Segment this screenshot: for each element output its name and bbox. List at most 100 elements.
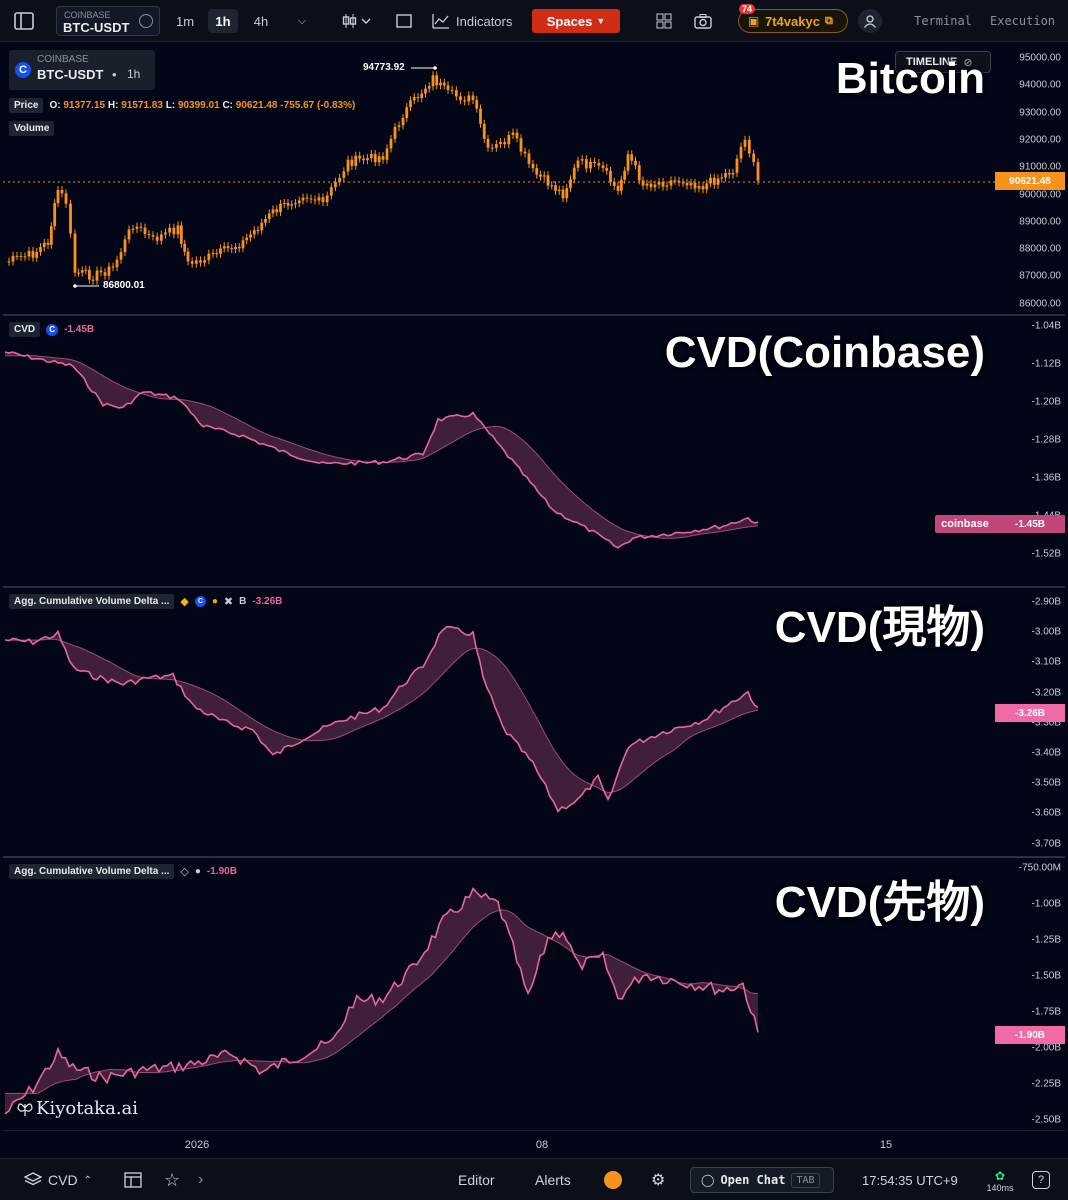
cvd-futures-axis[interactable]: -750.00M -1.00B -1.25B -1.50B -1.75B -2.00B -2… [995,858,1065,1130]
indicators-label: Indicators [456,13,513,29]
price-label[interactable]: Price [9,98,44,113]
globe-icon [139,14,153,28]
timeline-toggle-button[interactable]: TIMELINE ⊘ [895,51,991,73]
chart-type-button[interactable] [336,9,376,33]
alerts-button[interactable]: Alerts [535,1172,571,1188]
candle-body [507,135,511,145]
editor-button[interactable]: Editor [458,1172,495,1188]
candle-body [267,213,271,219]
candle-body [385,148,389,160]
pane-exchange: COINBASE [37,54,89,65]
candle-body [215,253,219,255]
time-label-08: 08 [535,1139,549,1151]
screenshot-button[interactable] [690,9,716,33]
interval-1h-button[interactable]: 1h [208,9,238,33]
candle-body [366,158,369,161]
candle-body [743,139,747,147]
pane-pair: BTC-USDT [37,67,104,82]
candle-body [641,180,645,186]
axis-tick: -1.36B [1031,472,1061,484]
user-account-button[interactable]: 74 ▣ 7t4vakyc ⧉ [738,4,848,33]
candle-body [739,146,743,159]
interval-4h-button[interactable]: 4h [253,13,269,29]
candle-body [354,155,358,166]
candle-body [373,153,377,163]
candle-body [720,177,724,179]
candle-body [630,154,634,161]
cvd-ma-band [5,352,758,548]
profile-button[interactable] [858,9,882,33]
candle-body [362,158,365,161]
axis-tick: -3.70B [1031,838,1061,850]
chat-bubble-icon: ◯ [701,1173,715,1187]
help-button[interactable]: ? [1032,1159,1050,1200]
candle-body [593,161,597,164]
axis-tick: -3.00B [1031,626,1061,638]
execution-tab[interactable]: Execution [990,14,1056,28]
copy-icon: ⧉ [824,14,833,27]
candle-body [482,123,486,139]
candle-body [716,178,720,185]
cvd-coinbase-axis[interactable]: -1.04B-1.12B-1.20B-1.28B-1.36B-1.44B-1.5… [995,316,1065,586]
candle-body [313,199,317,201]
layout-selector[interactable]: CVD ⌃ [24,1159,92,1200]
axis-tick: -3.60B [1031,807,1061,819]
price-axis[interactable]: 95000.00 94000.00 93000.00 92000.00 91000.00… [995,44,1065,314]
candle-body [77,272,80,274]
interval-dropdown-chevron-icon[interactable]: ⌵ [297,14,307,27]
settings-gear-icon[interactable]: ⚙ [651,1172,666,1189]
pane-divider[interactable] [3,314,1065,316]
status-indicator[interactable] [604,1159,622,1200]
candle-body [234,246,237,250]
cvd-coinbase-title: CVD(Coinbase) [664,328,985,377]
latency-indicator[interactable]: ✿ 140ms [984,1165,1016,1197]
agg-cvd-legend-label[interactable]: Agg. Cumulative Volume Delta ... [9,864,175,879]
candle-body [605,168,609,171]
candle-body [450,89,454,91]
symbol-info-box[interactable]: C COINBASE BTC-USDT • 1h [9,50,155,90]
cvd-spot-axis[interactable]: -2.90B -3.00B -3.10B -3.20B -3.30B -3.40B -3.5… [995,588,1065,856]
candle-body [230,248,234,250]
cvd-legend-label[interactable]: CVD [9,322,41,337]
volume-label[interactable]: Volume [9,121,55,136]
chevron-up-icon: ⌃ [83,1174,92,1186]
indicators-button[interactable]: Indicators [432,9,522,33]
clock[interactable]: 17:54:35 UTC+9 [862,1172,958,1188]
cvd-coinbase-last-tag: -1.45B [995,515,1065,533]
candle-body [53,203,57,227]
layout-panel-button[interactable] [124,1159,142,1200]
candle-body [15,255,19,257]
axis-tick: -1.25B [1031,934,1061,946]
chevron-right-icon[interactable]: › [198,1171,204,1188]
pane-divider[interactable] [3,856,1065,858]
latency-value: 140ms [986,1183,1014,1193]
interval-1m-button[interactable]: 1m [175,13,195,29]
pane-interval: 1h [127,67,141,81]
axis-tick: 87000.00 [1019,270,1061,282]
time-axis[interactable]: 2026 08 15 [3,1130,1065,1158]
price-chart-pane[interactable]: C COINBASE BTC-USDT • 1h Price O: 91377.… [3,44,995,314]
layout-button[interactable] [392,9,416,33]
candle-body [709,177,712,184]
symbol-selector[interactable]: COINBASE BTC-USDT [56,6,160,36]
candle-body [222,246,226,249]
pane-divider[interactable] [3,586,1065,588]
terminal-tab[interactable]: Terminal [914,14,972,28]
spaces-button[interactable]: Spaces ▼ [532,9,620,33]
cvd-spot-pane[interactable]: Agg. Cumulative Volume Delta ... ◆ C ● ✖… [3,588,995,856]
candle-body [279,203,282,213]
candle-body [531,163,535,169]
candle-body [282,202,286,204]
candle-body [103,272,107,276]
cvd-futures-pane[interactable]: Agg. Cumulative Volume Delta ... ◇ ● -1.… [3,858,995,1130]
agg-cvd-legend-label[interactable]: Agg. Cumulative Volume Delta ... [9,594,175,609]
candle-body [219,248,222,254]
candle-body [467,95,471,102]
username: 7t4vakyc [765,13,820,29]
sidebar-toggle-button[interactable] [10,0,38,42]
eye-off-icon: ⊘ [963,56,973,69]
open-chat-button[interactable]: ◯ Open Chat TAB [690,1167,834,1193]
favorite-star-icon[interactable]: ☆ [164,1169,181,1190]
grid-layout-button[interactable] [652,9,676,33]
cvd-coinbase-pane[interactable]: CVD C -1.45B CVD(Coinbase) coinbase [3,316,995,586]
